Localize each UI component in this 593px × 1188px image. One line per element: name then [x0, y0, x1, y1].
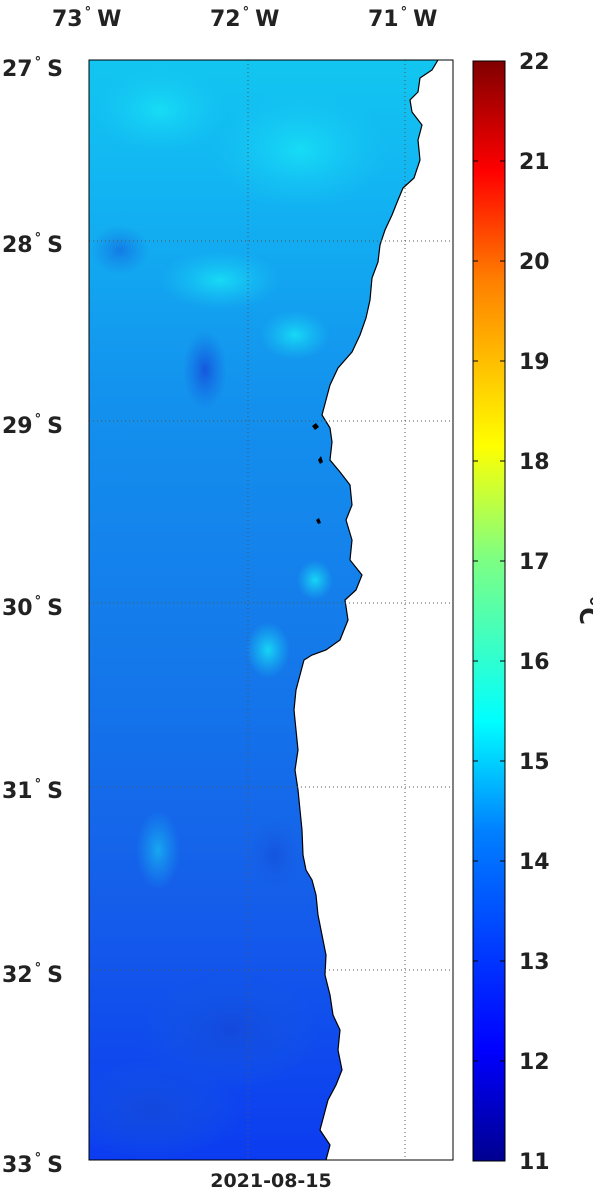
colorbar-tick-label: 22	[519, 50, 550, 75]
graticule	[89, 60, 453, 1160]
latitude-labels: 27 ° S 28 ° S 29 ° S 30 ° S 31 ° S 32 ° S 33 ° S	[2, 55, 63, 1178]
colorbar-unit-label: °C	[574, 595, 593, 625]
lat-label-33s: 33 ° S	[2, 1151, 63, 1178]
lat-label-29s: 29 ° S	[2, 412, 63, 439]
lon-label-72w: 72 ° W	[210, 5, 279, 32]
warm-patch	[246, 622, 290, 678]
colorbar-tick-label: 21	[519, 150, 550, 175]
colorbar-tick-label: 16	[519, 650, 550, 675]
warm-patch	[136, 810, 180, 890]
date-label: 2021-08-15	[210, 1170, 332, 1188]
lat-label-30s: 30 ° S	[2, 594, 63, 621]
map-frame	[88, 59, 454, 1161]
colorbar-tick-label: 14	[519, 850, 550, 875]
cool-patch	[90, 225, 150, 275]
lon-label-73w: 73 ° W	[52, 5, 121, 32]
colorbar-scale	[472, 60, 506, 1162]
lat-label-31s: 31 ° S	[2, 777, 63, 804]
island	[312, 423, 319, 430]
colorbar-tick-label: 11	[519, 1150, 550, 1175]
map-panel	[88, 59, 454, 1161]
lat-label-27s: 27 ° S	[2, 55, 63, 82]
cool-patch	[140, 970, 320, 1090]
warm-patch	[160, 250, 280, 310]
colorbar-ticks: 11 12 13 14 15 16 17 18 19 20 21 22	[473, 50, 550, 1175]
warm-patch	[90, 65, 230, 155]
warm-patch	[297, 560, 333, 600]
warm-patch	[210, 90, 390, 210]
colorbar-tick-label: 12	[519, 1050, 550, 1075]
coastline	[293, 60, 439, 1160]
lat-label-32s: 32 ° S	[2, 961, 63, 988]
cool-patch	[245, 815, 305, 895]
lon-label-71w: 71 ° W	[368, 5, 437, 32]
colorbar-tick-label: 15	[519, 750, 550, 775]
colorbar-tick-label: 19	[519, 350, 550, 375]
colorbar: 11 12 13 14 15 16 17 18 19 20 21 22 °C	[472, 50, 593, 1175]
longitude-labels: 73 ° W 72 ° W 71 ° W	[52, 5, 437, 32]
colorbar-tick-label: 18	[519, 450, 550, 475]
lat-label-28s: 28 ° S	[2, 231, 63, 258]
island	[316, 518, 321, 524]
cool-patch	[89, 1060, 240, 1160]
warm-patch	[260, 310, 330, 360]
colorbar-tick-label: 17	[519, 550, 550, 575]
colorbar-tick-label: 13	[519, 950, 550, 975]
ocean-sst-field	[89, 60, 438, 1160]
cool-patch	[183, 330, 227, 410]
island	[318, 456, 323, 464]
colorbar-tick-label: 20	[519, 250, 550, 275]
